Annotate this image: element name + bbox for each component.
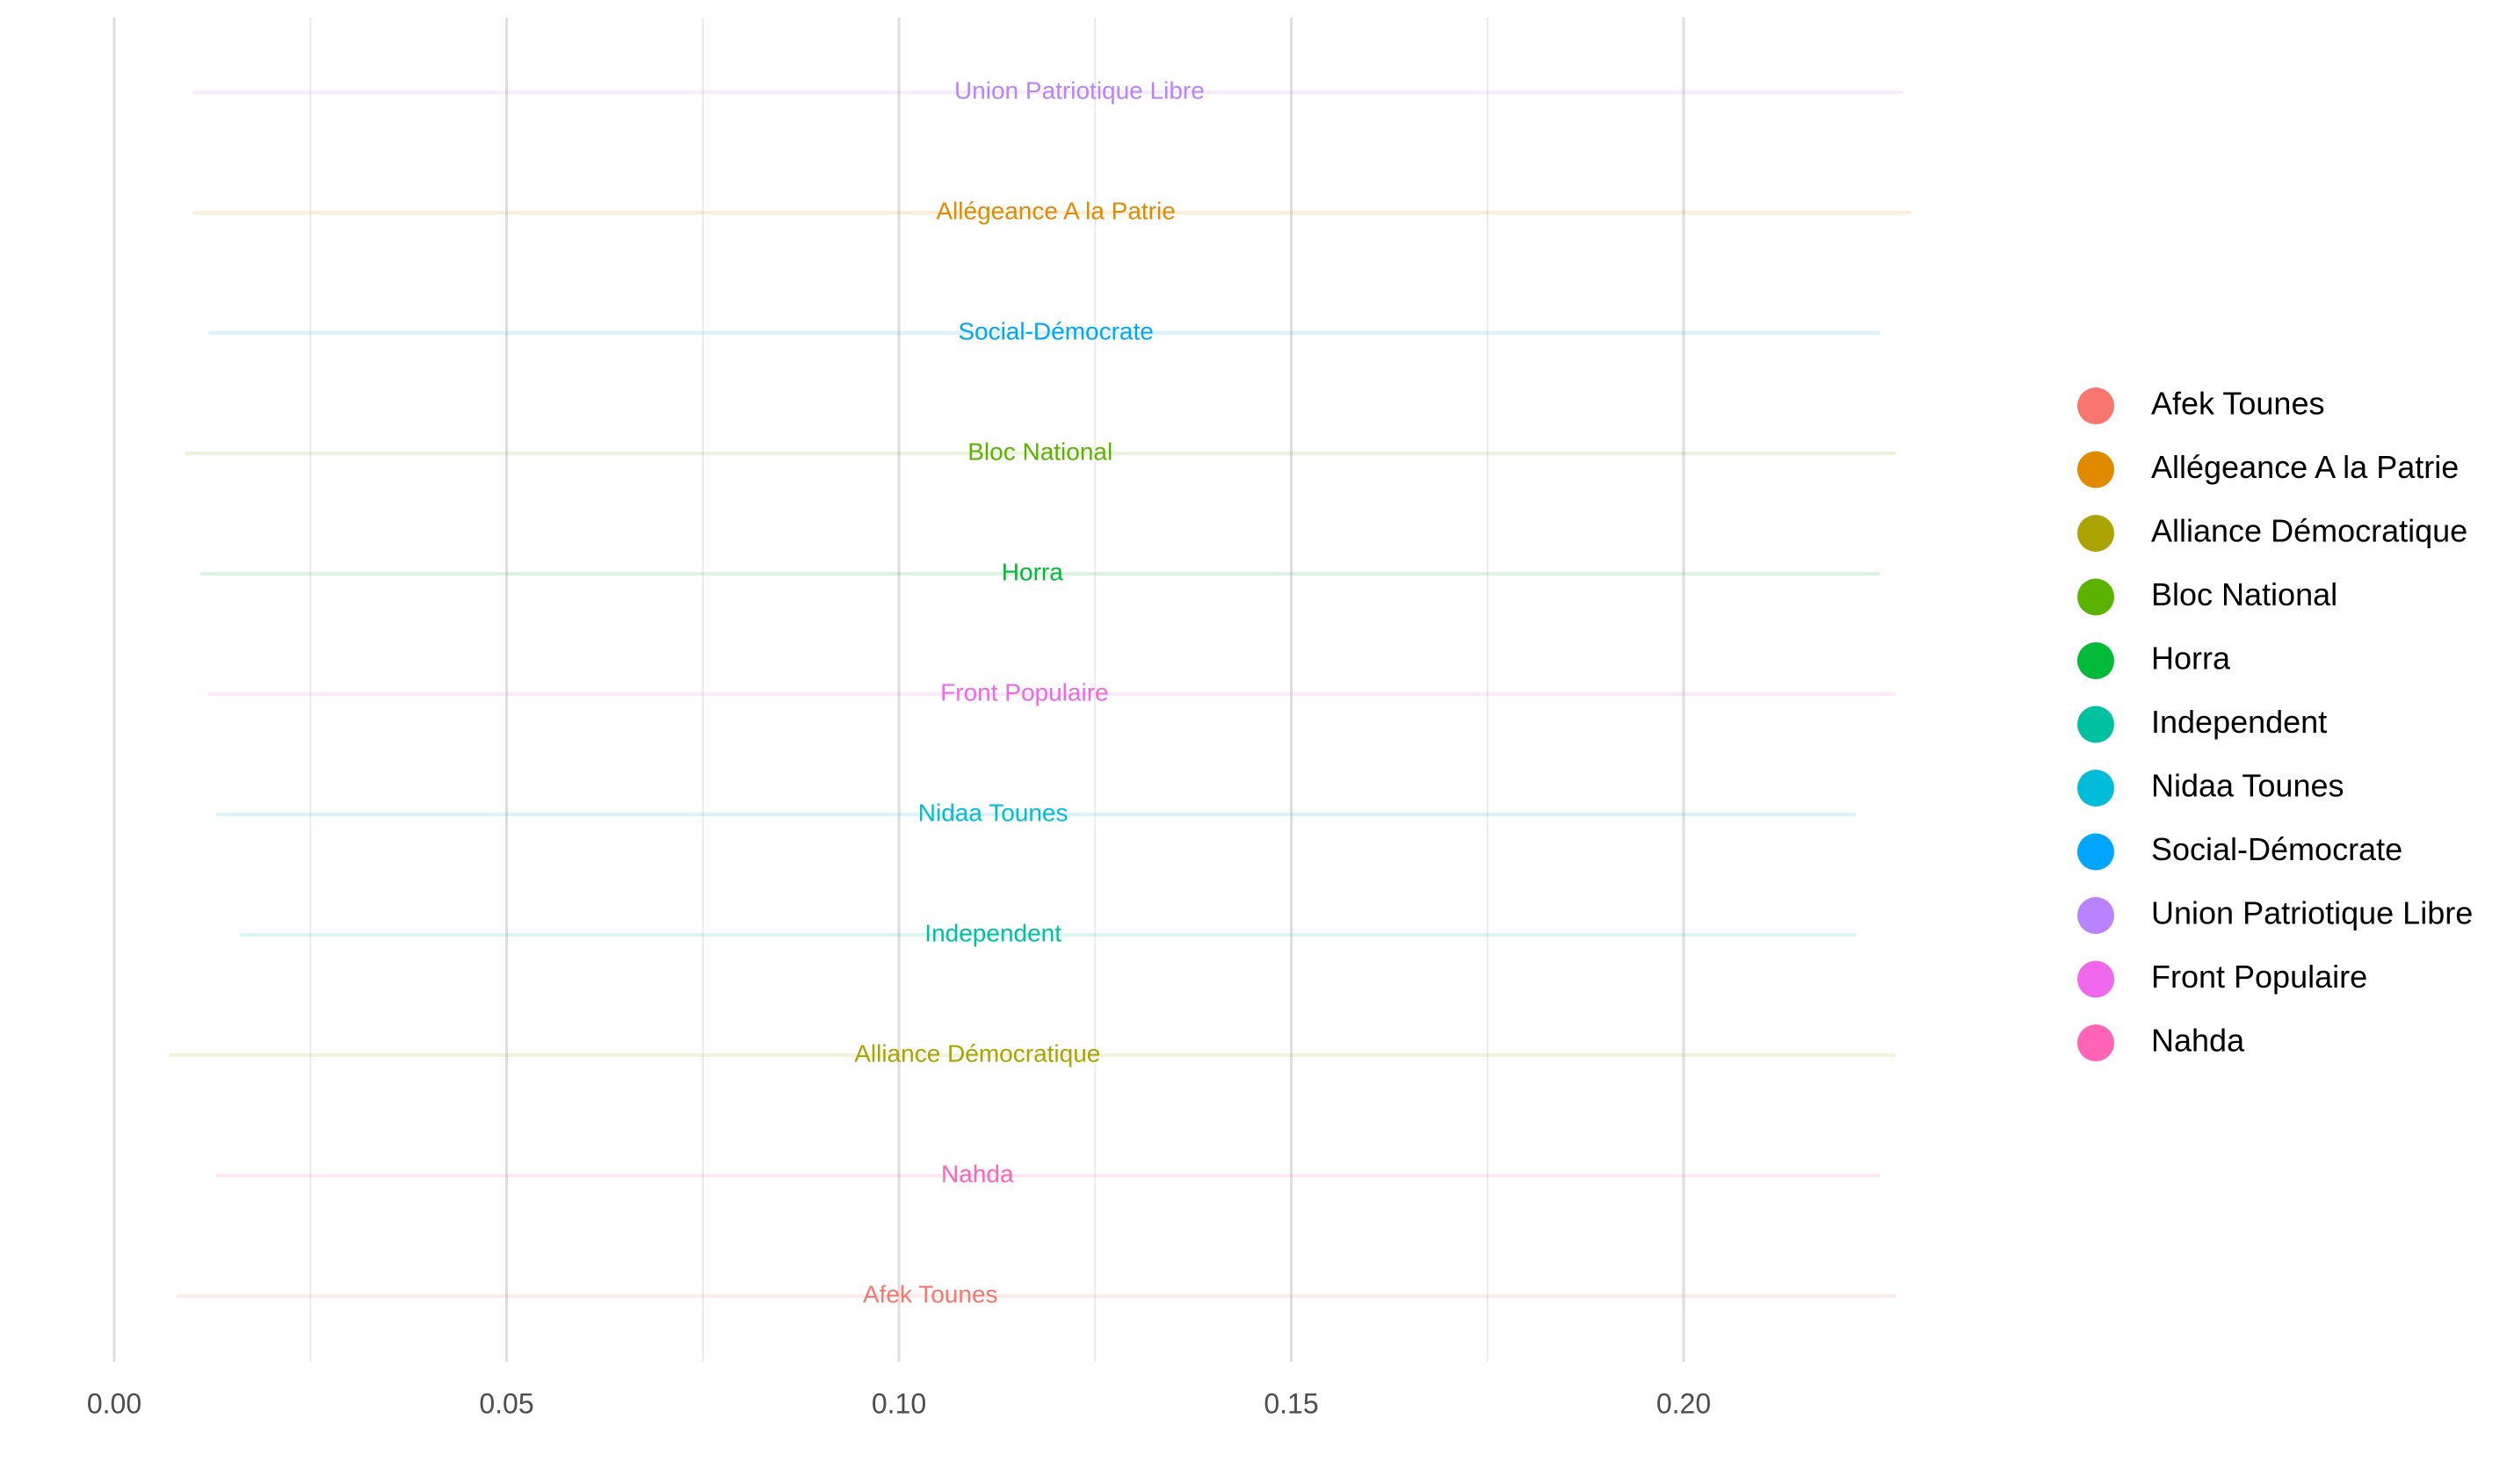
- x-axis: 0.00 0.05 0.10 0.15 0.20: [87, 1387, 1711, 1419]
- point-label: Bloc National: [967, 438, 1112, 465]
- x-tick-label: 0.15: [1264, 1387, 1318, 1419]
- legend-item: Nahda: [2077, 1023, 2245, 1061]
- legend-label: Nidaa Tounes: [2151, 768, 2344, 804]
- circle-icon: [2077, 1024, 2114, 1061]
- legend-label: Alliance Démocratique: [2151, 513, 2467, 549]
- grid-layer: [112, 18, 1685, 1362]
- legend-label: Afek Tounes: [2151, 386, 2324, 422]
- interval-layer: [169, 90, 1911, 1298]
- circle-icon: [2077, 451, 2114, 489]
- legend-label: Bloc National: [2151, 576, 2337, 612]
- x-tick-label: 0.10: [872, 1387, 926, 1419]
- circle-icon: [2077, 387, 2114, 424]
- legend-label: Social-Démocrate: [2151, 831, 2402, 867]
- circle-icon: [2077, 706, 2114, 743]
- legend-item: Independent: [2077, 704, 2327, 743]
- point-label: Horra: [1002, 558, 1063, 585]
- legend-item: Afek Tounes: [2077, 386, 2324, 424]
- legend-item: Union Patriotique Libre: [2077, 895, 2473, 934]
- circle-icon: [2077, 960, 2114, 998]
- point-label: Allégeance A la Patrie: [936, 197, 1175, 224]
- circle-icon: [2077, 897, 2114, 934]
- legend-item: Allégeance A la Patrie: [2077, 449, 2459, 489]
- legend-label: Front Populaire: [2151, 959, 2367, 995]
- legend-label: Nahda: [2151, 1023, 2245, 1059]
- legend-item: Bloc National: [2077, 576, 2337, 616]
- legend-item: Front Populaire: [2077, 959, 2367, 998]
- point-label: Nidaa Tounes: [918, 799, 1069, 826]
- point-label: Afek Tounes: [863, 1280, 998, 1307]
- legend-label: Allégeance A la Patrie: [2151, 449, 2459, 485]
- x-tick-label: 0.05: [479, 1387, 533, 1419]
- point-label-layer: Union Patriotique Libre Allégeance A la P…: [854, 76, 1205, 1307]
- legend-item: Social-Démocrate: [2077, 831, 2402, 871]
- legend-item: Nidaa Tounes: [2077, 768, 2344, 807]
- point-label: Union Patriotique Libre: [954, 76, 1205, 104]
- point-label: Front Populaire: [940, 678, 1108, 706]
- circle-icon: [2077, 578, 2114, 616]
- x-tick-label: 0.00: [87, 1387, 141, 1419]
- point-label: Social-Démocrate: [958, 317, 1154, 344]
- legend-label: Horra: [2151, 641, 2231, 677]
- point-label: Alliance Démocratique: [854, 1039, 1100, 1067]
- circle-icon: [2077, 770, 2114, 807]
- legend-item: Horra: [2077, 641, 2231, 679]
- point-label: Nahda: [941, 1160, 1014, 1187]
- circle-icon: [2077, 833, 2114, 871]
- legend-item: Alliance Démocratique: [2077, 513, 2467, 552]
- circle-icon: [2077, 642, 2114, 679]
- circle-icon: [2077, 515, 2114, 552]
- point-label: Independent: [924, 919, 1061, 946]
- x-tick-label: 0.20: [1656, 1387, 1711, 1419]
- legend: Afek Tounes Allégeance A la Patrie Allianc…: [2077, 386, 2473, 1061]
- legend-label: Independent: [2151, 704, 2327, 740]
- legend-label: Union Patriotique Libre: [2151, 895, 2473, 931]
